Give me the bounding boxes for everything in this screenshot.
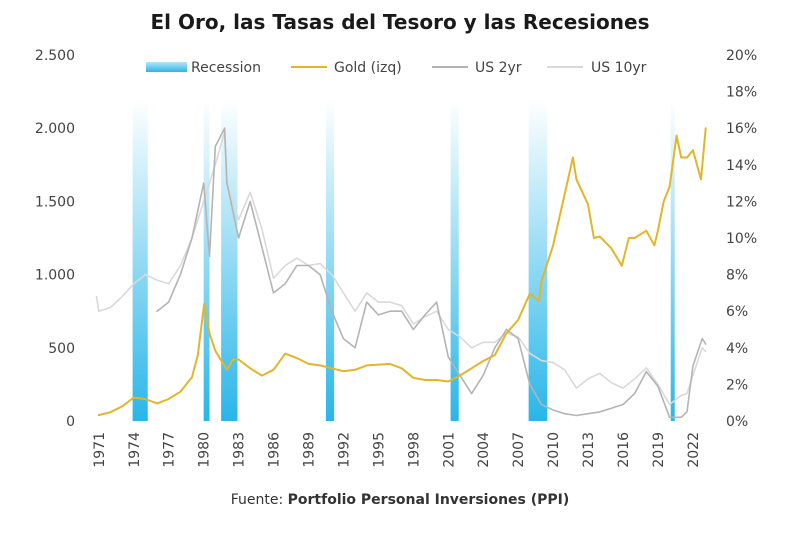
recession-bands [132, 100, 675, 421]
recession-band-1 [203, 100, 210, 421]
y-right-tick-label: 4% [726, 341, 748, 357]
x-tick-label: 1989 [301, 432, 317, 468]
legend-label-us2: US 2yr [475, 60, 522, 76]
y-left-tick-label: 0 [66, 414, 75, 430]
source-name: Portfolio Personal Inversiones (PPI) [287, 492, 570, 508]
series-line-us2 [156, 127, 707, 419]
source-note: Fuente: Portfolio Personal Inversiones (… [0, 492, 800, 508]
y-left-tick-label: 1.500 [35, 194, 75, 210]
chart-title: El Oro, las Tasas del Tesoro y las Reces… [150, 10, 650, 34]
y-right-tick-label: 2% [726, 377, 748, 393]
series-line-gold [97, 127, 707, 417]
legend-label-us10: US 10yr [591, 60, 647, 76]
legend-swatch-recession [146, 62, 187, 72]
recession-band-3 [325, 100, 335, 421]
x-tick-label: 2007 [511, 432, 527, 468]
y-left-tick-label: 1.000 [35, 268, 75, 284]
legend-label-gold: Gold (izq) [334, 60, 402, 76]
y-right-tick-label: 10% [726, 231, 757, 247]
y-right-tick-label: 8% [726, 268, 748, 284]
y-right-tick-label: 14% [726, 158, 757, 174]
y-right-tick-label: 12% [726, 194, 757, 210]
x-tick-label: 1998 [406, 432, 422, 468]
recession-band-5 [528, 100, 548, 421]
recession-band-2 [221, 100, 238, 421]
x-tick-label: 1980 [197, 432, 213, 468]
x-tick-label: 1977 [162, 432, 178, 468]
x-tick-label: 1995 [371, 432, 387, 468]
x-tick-label: 1992 [336, 432, 352, 468]
x-tick-label: 2019 [651, 432, 667, 468]
series-lines [95, 127, 707, 419]
x-tick-label: 2010 [546, 432, 562, 468]
y-right-tick-label: 18% [726, 85, 757, 101]
y-left-tick-label: 2.500 [35, 48, 75, 64]
x-tick-label: 2016 [616, 432, 632, 468]
x-tick-label: 1983 [232, 432, 248, 468]
x-axis: 1971 1974 1977 1980 1983 1986 1989 1992 1995 1998… [92, 432, 702, 468]
x-tick-label: 1974 [127, 432, 143, 468]
y-left-tick-label: 500 [48, 341, 75, 357]
series-line-us10 [95, 131, 707, 406]
y-left-tick-label: 2.000 [35, 121, 75, 137]
legend: Recession Gold (izq) US 2yr US 10yr [146, 60, 647, 76]
x-tick-label: 2001 [441, 432, 457, 468]
y-right-tick-label: 0% [726, 414, 748, 430]
y-right-tick-label: 6% [726, 304, 748, 320]
recession-band-4 [450, 100, 459, 421]
x-tick-label: 2022 [686, 432, 702, 468]
x-tick-label: 1986 [267, 432, 283, 468]
y-axis-right: 0% 2% 4% 6% 8% 10% 12% 14% 16% 18% 20% [726, 48, 757, 430]
legend-label-recession: Recession [191, 60, 261, 76]
y-right-tick-label: 20% [726, 48, 757, 64]
y-right-tick-label: 16% [726, 121, 757, 137]
y-axis-left: 0 500 1.000 1.500 2.000 2.500 [35, 48, 75, 430]
recession-band-0 [132, 100, 148, 421]
recession-band-6 [670, 100, 675, 421]
x-tick-label: 1971 [92, 432, 108, 468]
source-prefix: Fuente: [230, 492, 288, 508]
x-tick-label: 2004 [476, 432, 492, 468]
x-tick-label: 2013 [581, 432, 597, 468]
